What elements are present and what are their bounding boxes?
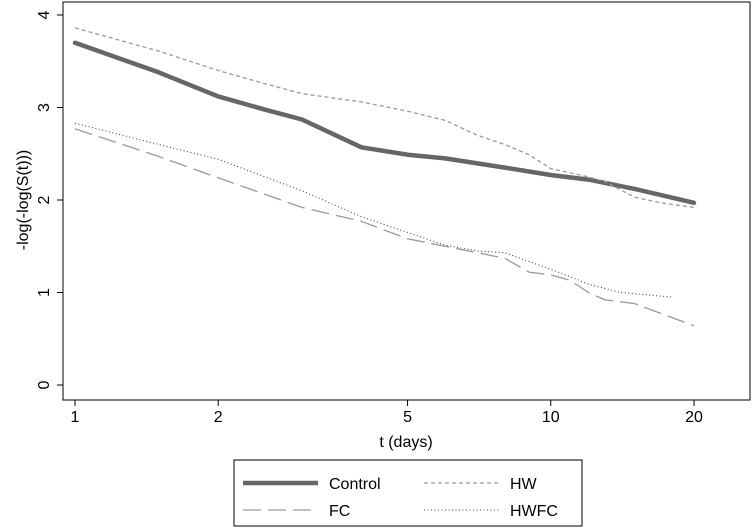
plot-frame [62,1,751,401]
y-axis: 0 1 2 3 4 [36,10,63,389]
y-tick-label: 1 [36,288,53,297]
y-tick-label: 0 [36,380,53,389]
legend: Control HW FC HWFC [233,459,583,527]
x-axis-title: t (days) [379,434,432,451]
x-axis: 1 2 5 10 20 [71,400,703,426]
legend-label-fc: FC [329,503,350,520]
series-line-fc [74,128,695,327]
y-tick-label: 4 [36,10,53,19]
x-tick-label: 5 [403,409,412,426]
x-tick-label: 1 [71,409,80,426]
series-layer [72,27,697,327]
legend-label-control: Control [329,476,381,493]
series-line-hwfc [74,122,673,298]
legend-label-hw: HW [510,476,538,493]
x-tick-label: 20 [685,409,703,426]
legend-box [233,459,583,527]
x-tick-label: 2 [214,409,223,426]
legend-label-hwfc: HWFC [510,503,558,520]
series-line-control [72,40,697,206]
y-tick-label: 2 [36,195,53,204]
y-tick-label: 3 [36,103,53,112]
x-tick-label: 10 [542,409,560,426]
y-axis-title: -log(-log(S(t))) [15,150,32,250]
